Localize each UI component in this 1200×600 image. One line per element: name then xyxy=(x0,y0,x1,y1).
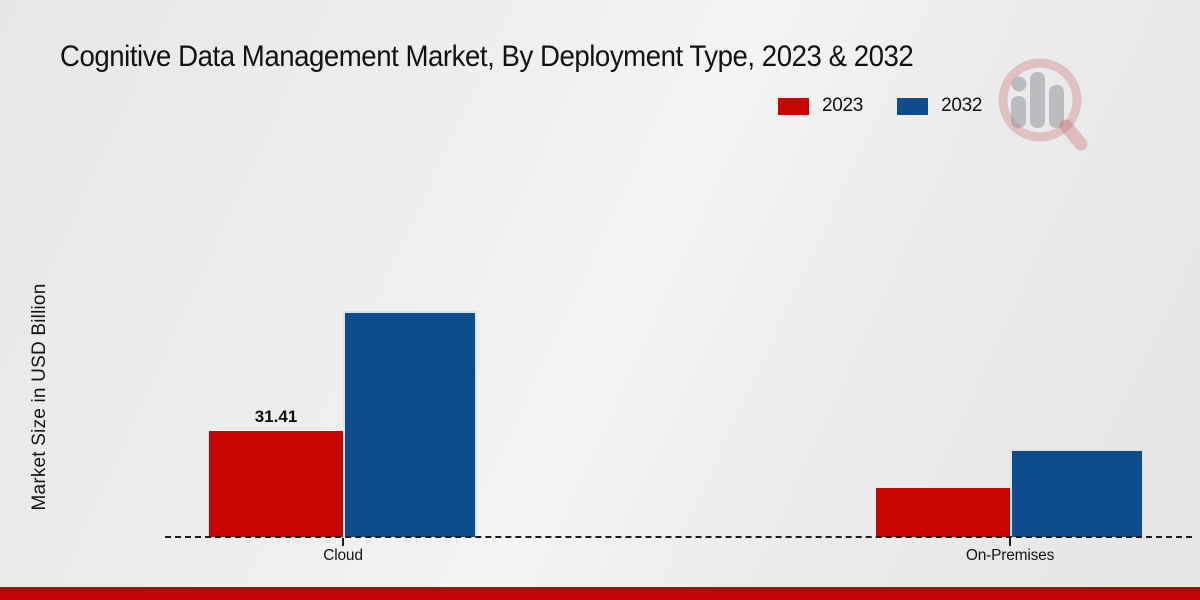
bar-2032-cloud xyxy=(343,311,477,537)
bar-2023-cloud xyxy=(209,431,343,537)
market-research-logo-watermark xyxy=(998,58,1088,151)
bar-2032-on-premises xyxy=(1010,449,1144,537)
x-axis-tick-cloud xyxy=(342,538,344,546)
x-axis-label-cloud: Cloud xyxy=(323,547,363,564)
legend: 2023 2032 xyxy=(778,95,982,117)
legend-swatch-2023 xyxy=(778,97,809,115)
bar-value-label-2023-cloud: 31.41 xyxy=(254,407,298,426)
bar-2023-on-premises xyxy=(876,488,1010,537)
legend-item-2032: 2032 xyxy=(897,95,982,117)
legend-item-2023: 2023 xyxy=(778,95,863,117)
legend-label-2023: 2023 xyxy=(822,95,864,116)
x-axis-baseline xyxy=(165,536,1192,538)
legend-label-2032: 2032 xyxy=(941,95,983,116)
chart-title: Cognitive Data Management Market, By Dep… xyxy=(60,40,914,73)
footer-accent-bar xyxy=(0,587,1200,600)
x-axis-tick-on-premises xyxy=(1009,538,1011,546)
legend-swatch-2032 xyxy=(897,97,929,115)
x-axis-label-on-premises: On-Premises xyxy=(965,547,1055,564)
